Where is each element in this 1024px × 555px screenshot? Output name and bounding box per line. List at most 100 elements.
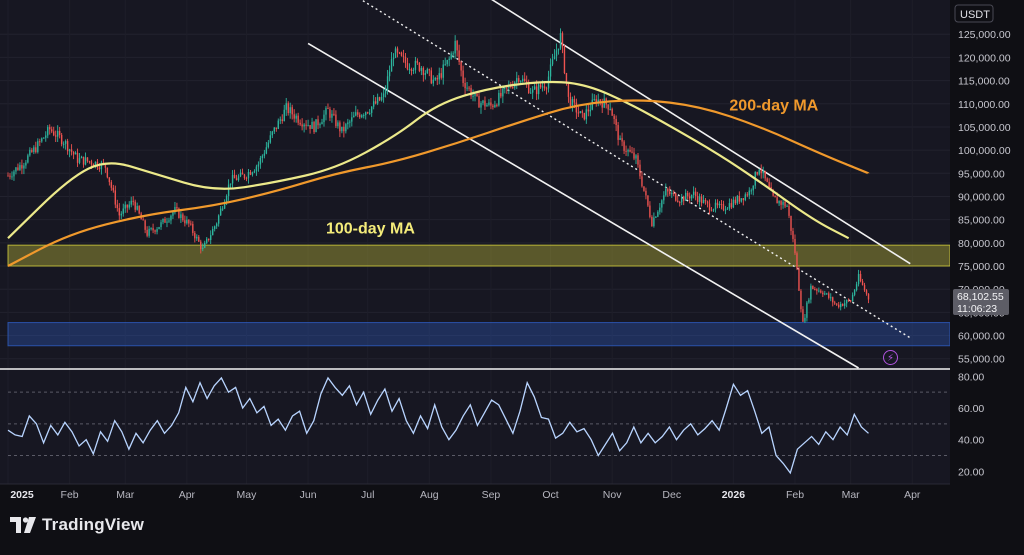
candle-body (311, 121, 313, 129)
candle-body (804, 317, 806, 322)
candle-body (172, 212, 174, 216)
candle-body (301, 124, 303, 127)
candle-body (126, 204, 128, 208)
candle-body (182, 214, 184, 221)
candle-body (333, 113, 335, 115)
candle-body (170, 215, 172, 221)
candle-body (619, 138, 621, 140)
candle-body (321, 122, 323, 125)
candle-body (641, 176, 643, 187)
candle-body (408, 69, 411, 71)
candle-body (820, 290, 822, 293)
candle-body (828, 293, 830, 298)
candle-body (702, 199, 705, 204)
candle-body (681, 196, 683, 203)
candle-body (192, 224, 194, 233)
candle-body (527, 83, 530, 94)
candle-body (398, 52, 401, 54)
candle-body (293, 114, 295, 119)
candle-body (492, 105, 494, 108)
candle-body (637, 155, 639, 165)
candle-body (649, 205, 651, 217)
candle-body (635, 155, 637, 159)
candle-body (575, 102, 578, 113)
candle-body (58, 130, 61, 135)
candle-body (432, 79, 434, 84)
candle-body (645, 190, 647, 196)
candle-body (51, 129, 53, 132)
candle-body (555, 50, 558, 57)
candle-body (778, 201, 780, 204)
candle-body (629, 149, 631, 152)
candle-body (132, 200, 134, 202)
candle-body (11, 176, 13, 178)
candle-body (504, 87, 506, 89)
candle-body (716, 202, 719, 206)
candle-body (347, 122, 349, 125)
trendline-solid-0 (307, 42, 859, 369)
candle-body (730, 203, 733, 208)
candle-body (506, 87, 508, 89)
candle-body (390, 59, 393, 72)
candle-body (669, 191, 671, 195)
candle-body (581, 111, 584, 113)
candle-body (261, 155, 264, 159)
candle-body (684, 192, 687, 201)
candle-body (798, 268, 800, 291)
candle-body (855, 284, 858, 291)
candle-body (164, 218, 166, 223)
price-axis-background (950, 0, 1024, 484)
candle-body (154, 230, 156, 232)
candle-body (535, 86, 538, 95)
candle-body (412, 69, 415, 72)
candle-body (229, 183, 232, 185)
candle-body (768, 181, 770, 188)
candle-body (573, 99, 576, 103)
candle-body (144, 220, 146, 230)
candle-body (9, 175, 11, 177)
candle-body (188, 219, 190, 224)
candle-body (136, 206, 138, 210)
candle-body (839, 303, 842, 308)
time-tick-label: Feb (61, 489, 79, 501)
alert-lightning-icon[interactable]: ⚡ (883, 350, 898, 365)
price-tick-label: 125,000.00 (958, 29, 1011, 41)
candle-body (591, 99, 593, 110)
candle-body (422, 67, 425, 75)
candle-body (68, 149, 71, 152)
price-tick-label: 110,000.00 (958, 99, 1010, 111)
candle-body (541, 86, 544, 88)
price-tick-label: 115,000.00 (958, 76, 1010, 88)
candle-body (295, 115, 297, 119)
candle-body (31, 149, 33, 152)
candle-body (708, 203, 711, 211)
candle-body (537, 84, 540, 95)
candle-body (639, 164, 641, 177)
candle-body (826, 293, 828, 295)
oscillator-line (7, 376, 869, 475)
candle-body (595, 99, 597, 104)
candle-body (305, 124, 307, 126)
candle-body (746, 194, 748, 196)
candle-body (233, 174, 236, 179)
candle-body (434, 77, 436, 80)
candle-body (643, 186, 645, 191)
trendline-solid-1 (491, 0, 911, 265)
candle-body (365, 112, 367, 116)
candle-body (15, 167, 17, 172)
candle-body (559, 33, 562, 49)
candle-body (33, 147, 35, 152)
candle-body (800, 290, 802, 310)
candle-body (287, 103, 289, 114)
candle-body (762, 170, 764, 174)
candle-body (802, 309, 804, 322)
candle-body (7, 175, 9, 177)
candle-body (732, 199, 735, 208)
candle-body (549, 64, 552, 77)
candle-body (615, 118, 617, 126)
candle-body (225, 195, 228, 203)
candle-body (603, 98, 605, 108)
candle-body (792, 230, 794, 239)
